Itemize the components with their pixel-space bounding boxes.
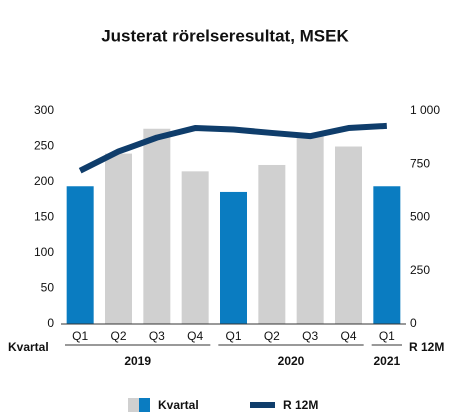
bar — [335, 146, 362, 324]
x-tick-label: Q3 — [302, 329, 318, 343]
bar — [66, 186, 94, 324]
x-label-left: Kvartal — [8, 340, 49, 354]
bar — [373, 186, 401, 324]
bar — [143, 128, 171, 324]
y-tick-label: 0 — [47, 316, 54, 330]
line — [78, 122, 387, 174]
x-tick-label: Q2 — [110, 329, 126, 343]
x-tick-label: Q2 — [264, 329, 280, 343]
x-tick-label: Q4 — [340, 329, 356, 343]
y-tick-label: 50 — [41, 281, 55, 295]
y-tick-label: 150 — [34, 210, 54, 224]
legend-swatch — [139, 398, 150, 412]
y-tick-label: 300 — [34, 103, 54, 117]
chart-title: Justerat rörelseresultat, MSEK — [101, 26, 349, 45]
legend-label: R 12M — [283, 398, 318, 412]
y2-tick-label: 500 — [410, 210, 430, 224]
x-tick-label: Q3 — [149, 329, 165, 343]
y2-tick-label: 750 — [410, 156, 430, 170]
bar — [220, 191, 247, 324]
x-tick-label: Q1 — [72, 329, 88, 343]
bar — [258, 164, 286, 324]
x-tick-label: Q1 — [225, 329, 241, 343]
y2-tick-label: 0 — [410, 316, 417, 330]
legend-swatch — [128, 398, 139, 412]
legend-label: Kvartal — [158, 398, 199, 412]
y-tick-label: 250 — [34, 139, 54, 153]
y-tick-label: 200 — [34, 174, 54, 188]
bar — [296, 133, 324, 324]
group-label: 2021 — [373, 354, 400, 368]
y-tick-label: 100 — [34, 245, 54, 259]
bar — [181, 171, 209, 324]
x-label-right: R 12M — [409, 340, 444, 354]
y2-tick-label: 1 000 — [410, 103, 440, 117]
legend-swatch — [250, 402, 275, 408]
x-tick-label: Q1 — [379, 329, 395, 343]
group-label: 2019 — [124, 354, 151, 368]
bar — [105, 153, 132, 324]
x-tick-label: Q4 — [187, 329, 203, 343]
group-label: 2020 — [278, 354, 305, 368]
y2-tick-label: 250 — [410, 263, 430, 277]
